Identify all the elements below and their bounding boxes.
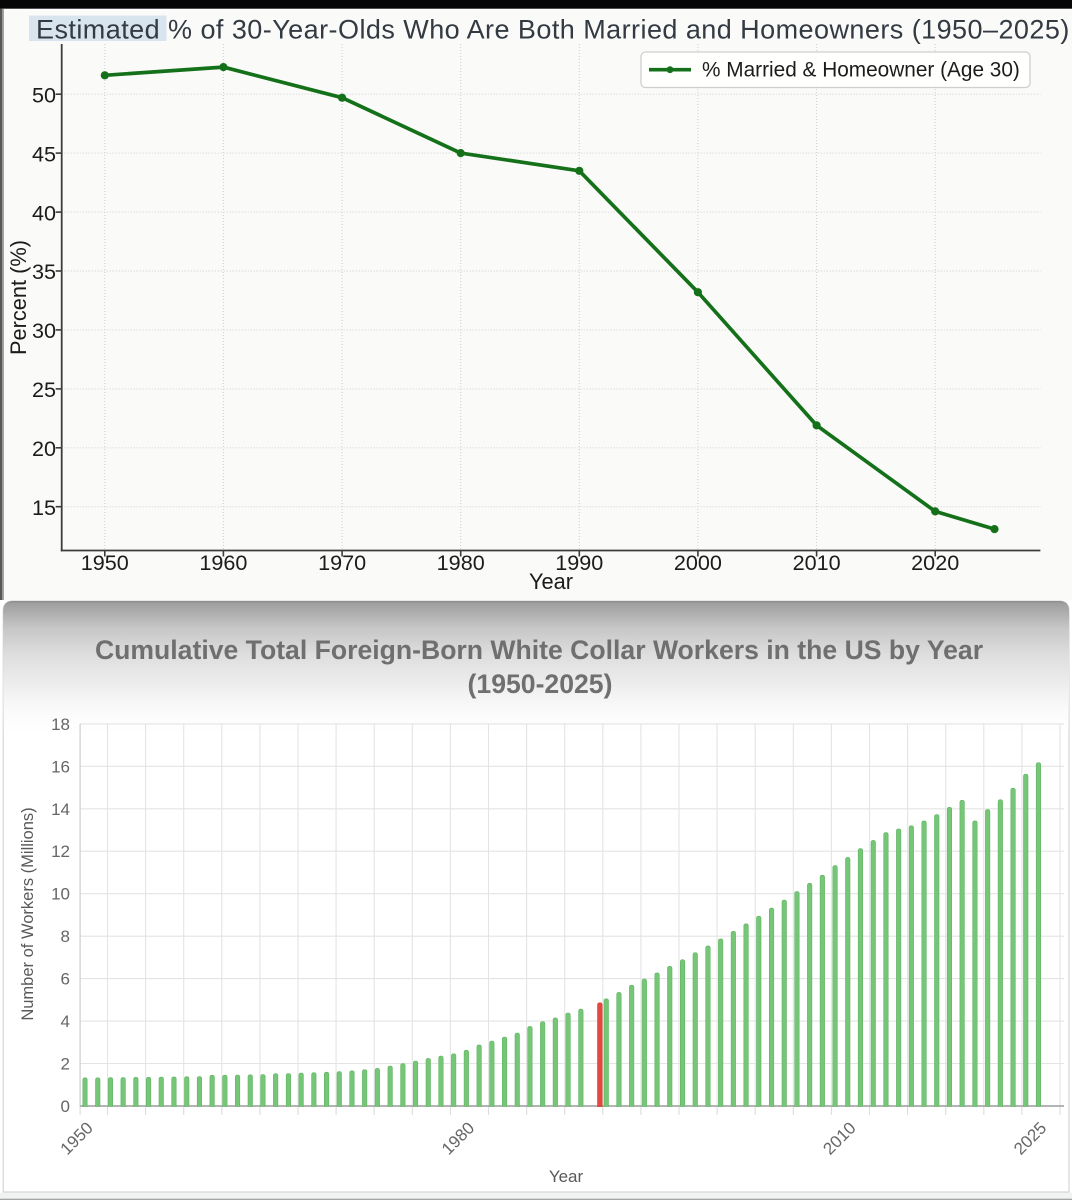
svg-text:Percent (%): Percent (%): [6, 240, 31, 355]
svg-text:Estimated % of 30-Year-Olds Wh: Estimated % of 30-Year-Olds Who Are Both…: [36, 15, 1070, 45]
svg-text:15: 15: [32, 495, 56, 520]
svg-text:Cumulative Total Foreign-Born: Cumulative Total Foreign-Born White Coll…: [95, 635, 983, 665]
svg-text:16: 16: [51, 757, 70, 776]
svg-text:50: 50: [32, 82, 56, 107]
svg-text:2010: 2010: [793, 550, 841, 575]
svg-text:1950: 1950: [81, 550, 129, 575]
svg-text:1990: 1990: [555, 550, 603, 575]
svg-text:2000: 2000: [674, 550, 722, 575]
svg-text:12: 12: [51, 842, 70, 861]
svg-text:20: 20: [32, 436, 56, 461]
svg-text:% Married & Homeowner (Age 30): % Married & Homeowner (Age 30): [702, 59, 1020, 82]
svg-text:(1950-2025): (1950-2025): [468, 669, 613, 699]
svg-text:8: 8: [61, 927, 70, 946]
svg-text:2: 2: [61, 1055, 70, 1074]
svg-text:14: 14: [51, 800, 70, 819]
svg-text:30: 30: [32, 318, 56, 343]
svg-text:1980: 1980: [437, 550, 485, 575]
svg-text:2020: 2020: [911, 550, 959, 575]
svg-text:18: 18: [51, 715, 70, 734]
svg-text:1960: 1960: [199, 550, 247, 575]
svg-text:6: 6: [61, 970, 70, 989]
svg-text:Year: Year: [549, 1167, 584, 1186]
svg-text:25: 25: [32, 377, 56, 402]
svg-text:40: 40: [32, 200, 56, 225]
svg-text:10: 10: [51, 885, 70, 904]
svg-text:Number of Workers (Millions): Number of Workers (Millions): [19, 807, 37, 1020]
svg-text:1970: 1970: [318, 550, 366, 575]
svg-text:0: 0: [61, 1097, 70, 1116]
svg-text:Year: Year: [529, 569, 573, 594]
svg-text:4: 4: [61, 1012, 70, 1031]
svg-text:35: 35: [32, 259, 56, 284]
svg-text:45: 45: [32, 141, 56, 166]
